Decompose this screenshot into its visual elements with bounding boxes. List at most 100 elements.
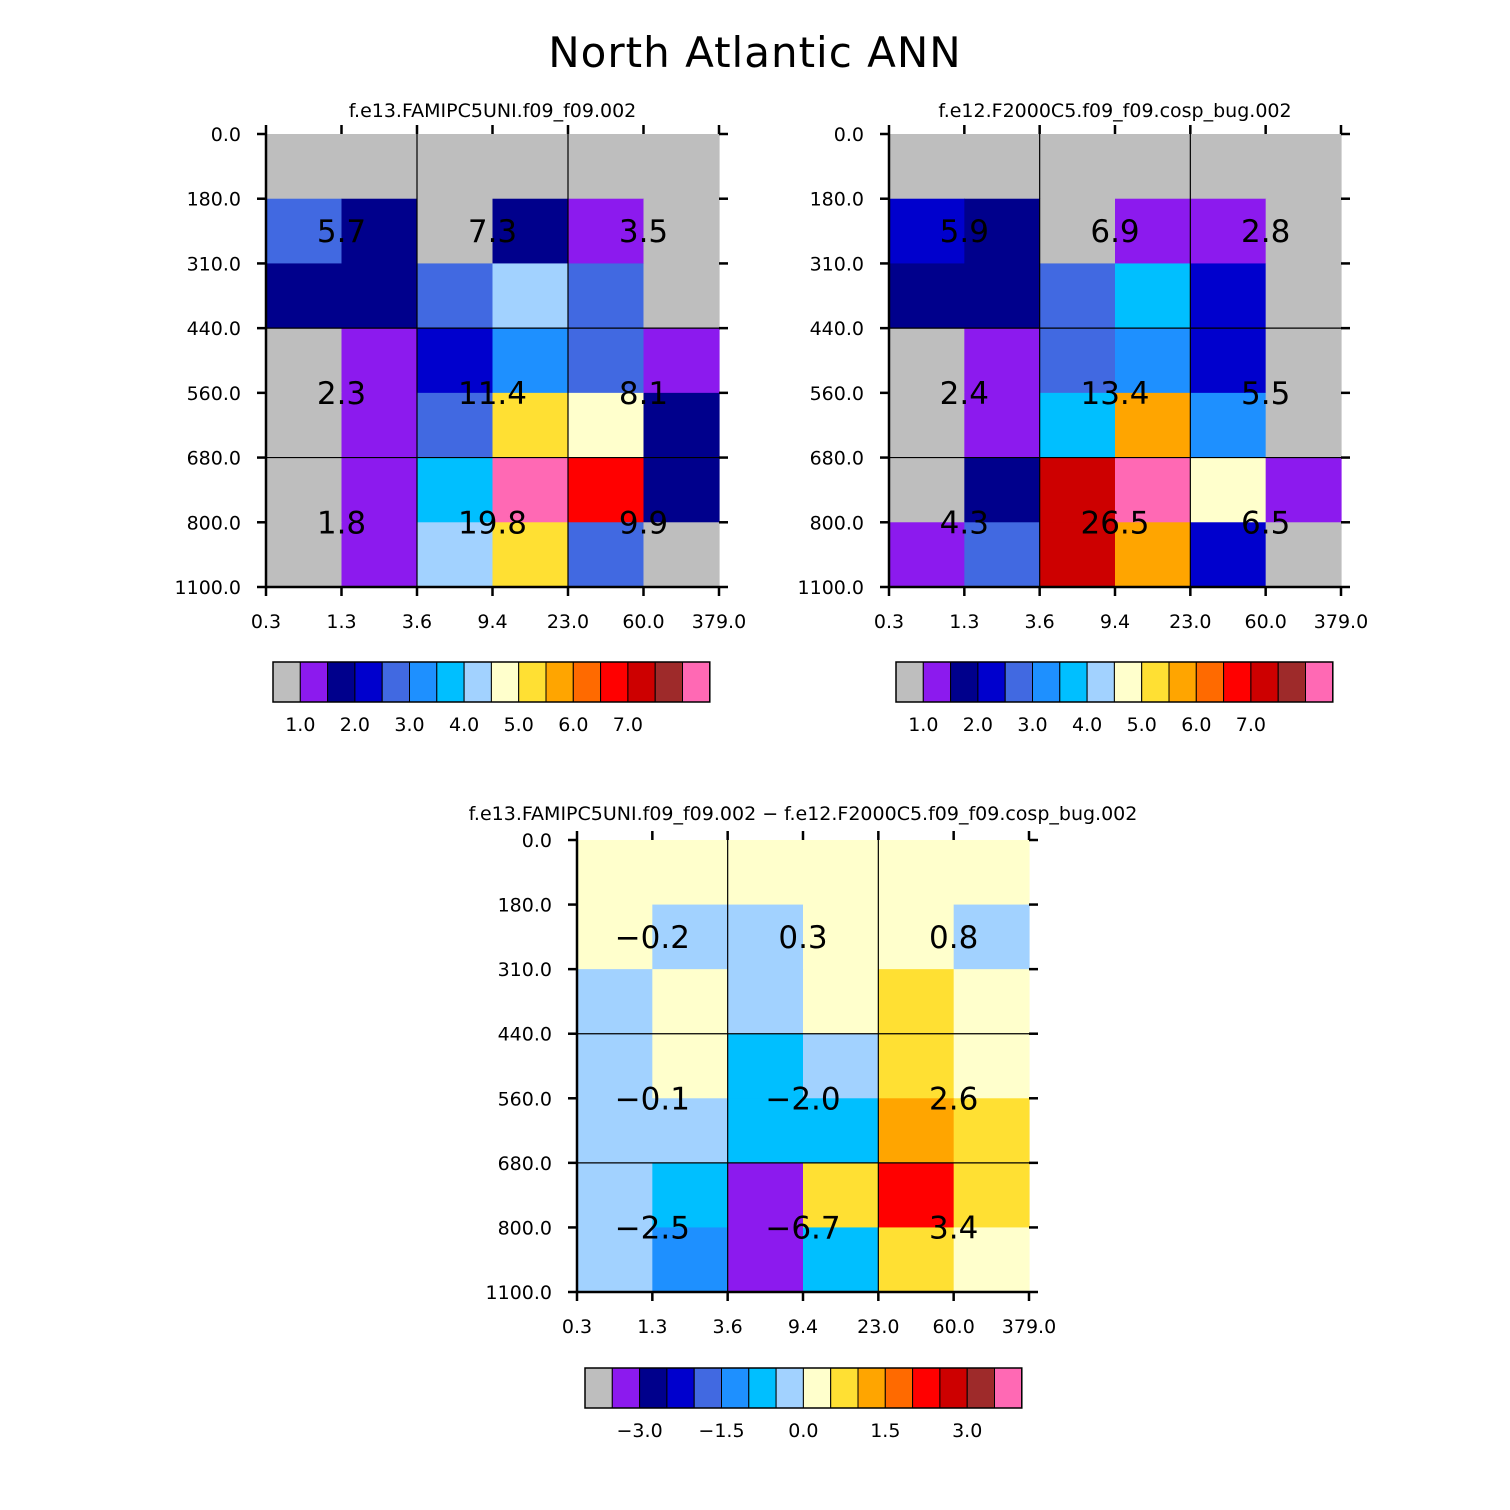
heatmap-cell (341, 392, 418, 459)
colorbar-swatch (950, 661, 979, 703)
heatmap-cell (266, 392, 343, 459)
y-tick-label: 440.0 (810, 318, 864, 340)
heatmap-cell (1039, 263, 1116, 329)
data-label: 5.7 (317, 214, 366, 250)
colorbar-label: 4.0 (449, 714, 479, 736)
colorbar-swatch (490, 661, 520, 703)
heatmap-cell (803, 1098, 879, 1164)
heatmap-cell (964, 522, 1041, 588)
panel-title-model-a: f.e13.FAMIPC5UNI.f09_f09.002 (348, 100, 637, 122)
heatmap-cell (417, 198, 494, 265)
heatmap-cell (964, 392, 1041, 459)
heatmap-cell (341, 263, 418, 329)
heatmap-cell (1115, 198, 1191, 265)
y-tick-label: 800.0 (498, 1217, 552, 1239)
heatmap-cell (953, 969, 1030, 1035)
data-label: −6.7 (765, 1210, 840, 1246)
data-label: 0.8 (929, 920, 978, 956)
colorbar-swatch (1223, 661, 1252, 703)
heatmap-cell (1115, 392, 1191, 459)
heatmap-cell (417, 263, 494, 329)
heatmap-cell (1039, 328, 1116, 394)
heatmap-cell (878, 969, 955, 1035)
heatmap-cell (492, 263, 569, 329)
data-label: 8.1 (619, 376, 668, 412)
colorbar-swatch (1141, 661, 1170, 703)
y-tick-label: 800.0 (810, 512, 864, 534)
data-label: 13.4 (1080, 376, 1149, 412)
panel-title-model-b: f.e12.F2000C5.f09_f09.cosp_bug.002 (938, 100, 1292, 122)
heatmap-cell (568, 263, 645, 329)
colorbar-swatch (584, 1367, 613, 1409)
heatmap-cell (568, 457, 645, 523)
colorbar-label: 7.0 (613, 714, 643, 736)
x-tick-label: 3.6 (713, 1316, 743, 1338)
colorbar-swatch (639, 1367, 668, 1409)
heatmap-cell (643, 328, 720, 394)
x-tick-label: 23.0 (1169, 611, 1211, 633)
heatmap-cell (803, 904, 879, 970)
heatmap-cell (568, 392, 645, 459)
colorbar-swatch (1277, 661, 1306, 703)
y-tick-label: 560.0 (187, 383, 241, 405)
heatmap-cell (1190, 328, 1267, 394)
colorbar-swatch (299, 661, 329, 703)
heatmap-cell (727, 840, 804, 906)
colorbar-label: 3.0 (952, 1420, 982, 1442)
colorbar-swatch (912, 1367, 941, 1409)
colorbar-label: 7.0 (1236, 714, 1266, 736)
data-label: −0.1 (615, 1081, 690, 1117)
colorbar-swatch (922, 661, 952, 703)
heatmap-cell (878, 1162, 955, 1229)
heatmap-cell (803, 840, 879, 906)
colorbar-0: 1.0 2.0 3.0 4.0 5.0 6.0 7.0 (272, 661, 711, 736)
colorbar-swatch (654, 661, 684, 703)
x-tick-label: 60.0 (1245, 611, 1287, 633)
colorbar-swatch (830, 1367, 859, 1409)
heatmap-cell (652, 904, 729, 970)
heatmap-cell (266, 263, 343, 329)
heatmap-cell (953, 904, 1030, 970)
heatmap-cell (417, 392, 494, 459)
colorbar-label: 2.0 (963, 714, 993, 736)
heatmap-cell (652, 1162, 729, 1229)
heatmap-cell (803, 969, 879, 1035)
heatmap-cell (341, 522, 418, 588)
heatmap-cell (889, 457, 965, 523)
heatmap-cell (727, 1098, 804, 1164)
heatmap-cell (803, 1162, 879, 1229)
data-label: 4.3 (940, 505, 989, 541)
y-tick-label: 180.0 (498, 895, 552, 917)
colorbar-swatch (721, 1367, 750, 1409)
colorbar-swatch (748, 1367, 777, 1409)
colorbar-swatch (1004, 661, 1034, 703)
data-label: 1.8 (317, 505, 366, 541)
y-tick-label: 1100.0 (486, 1282, 552, 1304)
data-label: 2.6 (929, 1081, 978, 1117)
heatmap-cell (727, 1162, 804, 1229)
y-tick-label: 310.0 (187, 253, 241, 275)
heatmap-cell (266, 522, 343, 588)
x-tick-label: 1.3 (326, 611, 356, 633)
data-label: 2.4 (940, 376, 989, 412)
data-label: 19.8 (458, 505, 527, 541)
heatmap-cell (1265, 328, 1342, 394)
panel-2: 0.0 180.0 310.0 440.0 560.0 680.0 800.0 1100.0 0… (486, 830, 1057, 1338)
y-tick-label: 180.0 (187, 189, 241, 211)
heatmap-cell (652, 1033, 729, 1099)
heatmap-cell (568, 328, 645, 394)
heatmap-cell (953, 1162, 1030, 1229)
heatmap-cell (1190, 392, 1267, 459)
heatmap-cell (889, 263, 965, 329)
y-tick-label: 0.0 (211, 124, 241, 146)
heatmap-cell (727, 904, 804, 970)
data-label: 5.9 (940, 214, 989, 250)
colorbar-swatch (1032, 661, 1061, 703)
heatmap-cell (1039, 522, 1116, 588)
heatmap-cell (643, 263, 720, 329)
y-tick-label: 680.0 (810, 448, 864, 470)
data-label: −2.0 (765, 1081, 840, 1117)
heatmap-cell (577, 1033, 653, 1099)
colorbar-swatch (436, 661, 465, 703)
heatmap-cell (492, 198, 569, 265)
